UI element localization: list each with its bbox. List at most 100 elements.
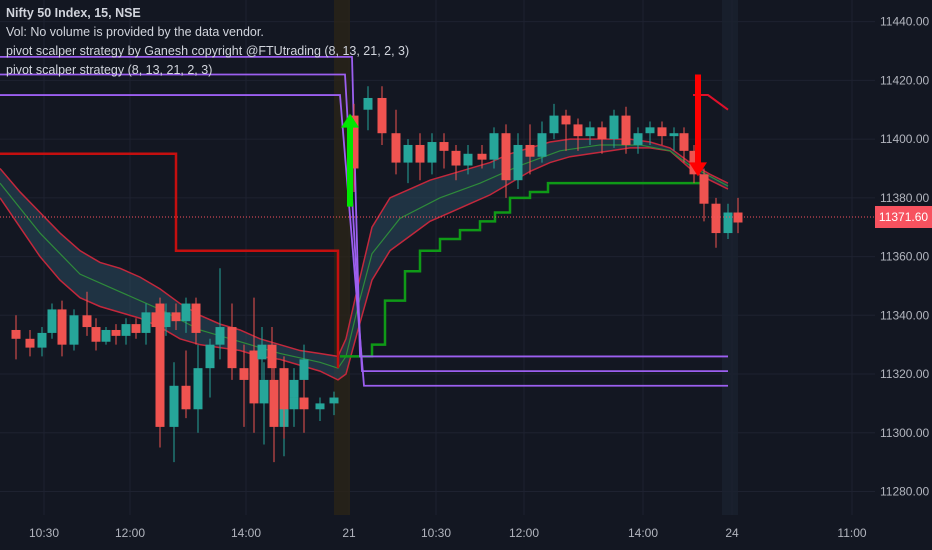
time-tick-label: 21 xyxy=(342,526,356,540)
candle-body xyxy=(597,127,607,140)
candle-body xyxy=(329,397,339,404)
last-price-tag: 11371.60 xyxy=(875,206,932,228)
session-marker xyxy=(722,0,738,515)
candle-body xyxy=(377,97,387,134)
candle-body xyxy=(257,344,267,360)
price-tick-label: 11320.00 xyxy=(880,367,929,381)
price-tick-label: 11440.00 xyxy=(880,15,929,29)
signal-arrow-head xyxy=(689,162,707,177)
pivot-line xyxy=(0,55,728,358)
candle-body xyxy=(269,379,279,427)
time-axis-bg xyxy=(0,515,932,550)
candle-body xyxy=(57,309,67,345)
strategy-label-b[interactable]: pivot scalper strategy (8, 13, 21, 2, 3) xyxy=(6,63,213,77)
candle-body xyxy=(82,315,92,328)
candle-body xyxy=(181,385,191,410)
candle-body xyxy=(205,344,215,369)
candle-body xyxy=(489,133,499,160)
resistance-step-line xyxy=(0,152,340,369)
candle-body xyxy=(349,115,359,169)
candle-body xyxy=(249,350,259,404)
candle-body xyxy=(47,309,57,333)
candle-body xyxy=(259,379,269,404)
time-tick-label: 10:30 xyxy=(29,526,59,540)
candle-body xyxy=(121,324,131,336)
price-tick-label: 11420.00 xyxy=(880,73,929,87)
price-tick-label: 11300.00 xyxy=(880,426,929,440)
symbol-title[interactable]: Nifty 50 Index, 15, NSE xyxy=(6,6,141,20)
band-upper-line xyxy=(0,138,729,358)
candle-body xyxy=(181,303,191,322)
candle-body xyxy=(513,144,523,181)
candle-body xyxy=(699,174,709,204)
candle-body xyxy=(215,327,225,345)
candle-body xyxy=(427,142,437,163)
time-tick-label: 14:00 xyxy=(628,526,658,540)
candle-body xyxy=(609,115,619,140)
pivot-line xyxy=(0,73,728,372)
candle-body xyxy=(169,385,179,427)
candle-body xyxy=(111,329,121,336)
candle-body xyxy=(239,368,249,380)
signal-arrow-head xyxy=(341,113,359,128)
time-tick-label: 12:00 xyxy=(509,526,539,540)
band-lower-line xyxy=(0,147,729,381)
time-axis[interactable]: 10:30 12:00 14:00 21 10:30 12:00 14:00 24 11:00 xyxy=(29,526,867,540)
candle-body xyxy=(439,142,449,151)
candle-body xyxy=(171,312,181,322)
candle-body xyxy=(161,312,171,328)
candle-body xyxy=(131,324,141,333)
candle-body xyxy=(191,303,201,333)
candle-body xyxy=(69,315,79,345)
candle-body xyxy=(733,212,743,223)
candle-body xyxy=(549,115,559,134)
pivot-lines xyxy=(0,55,728,387)
candle-body xyxy=(267,344,277,369)
candle-body xyxy=(25,338,35,348)
candle-body xyxy=(561,115,571,125)
price-tick-label: 11340.00 xyxy=(880,308,929,322)
pivot-line xyxy=(0,94,728,387)
time-tick-label: 12:00 xyxy=(115,526,145,540)
candle-body xyxy=(711,203,721,234)
candle-body xyxy=(403,144,413,163)
price-tick-label: 11380.00 xyxy=(880,191,929,205)
strategy-label-a[interactable]: pivot scalper strategy by Ganesh copyrig… xyxy=(6,44,410,58)
price-tick-label: 11280.00 xyxy=(880,485,929,499)
price-tick-label: 11400.00 xyxy=(880,132,929,146)
candle-body xyxy=(415,144,425,163)
candle-body xyxy=(279,368,289,410)
candle-body xyxy=(37,332,47,348)
candle-body xyxy=(299,397,309,410)
candle-body xyxy=(585,127,595,137)
candle-body xyxy=(657,127,667,137)
candle-body xyxy=(679,133,689,151)
candle-body xyxy=(463,153,473,166)
chart-legend: Nifty 50 Index, 15, NSE Vol: No volume i… xyxy=(6,4,409,80)
candle-body xyxy=(537,133,547,157)
support-step-line xyxy=(340,181,707,358)
candle-body xyxy=(141,312,151,333)
candle-body xyxy=(315,403,325,410)
candle-body xyxy=(451,150,461,166)
candle-body xyxy=(193,368,203,410)
step-lines xyxy=(0,94,729,369)
price-tick-label: 11360.00 xyxy=(880,250,929,264)
time-tick-label: 11:00 xyxy=(837,526,866,540)
candle-body xyxy=(391,133,401,163)
candle-body xyxy=(155,303,165,427)
session-marker xyxy=(334,0,350,515)
candlestick-series xyxy=(11,86,743,463)
candle-body xyxy=(299,359,309,380)
candle-body xyxy=(477,153,487,160)
signal-arrows xyxy=(341,74,707,207)
indicator-band xyxy=(0,138,729,381)
candle-body xyxy=(11,329,21,339)
candle-body xyxy=(101,329,111,342)
price-axis-bg xyxy=(875,0,932,515)
candle-body xyxy=(669,133,679,137)
volume-note: Vol: No volume is provided by the data v… xyxy=(6,25,264,39)
candle-body xyxy=(633,133,643,145)
price-axis[interactable]: 11280.00 11300.00 11320.00 11340.00 11360.00… xyxy=(880,15,929,499)
